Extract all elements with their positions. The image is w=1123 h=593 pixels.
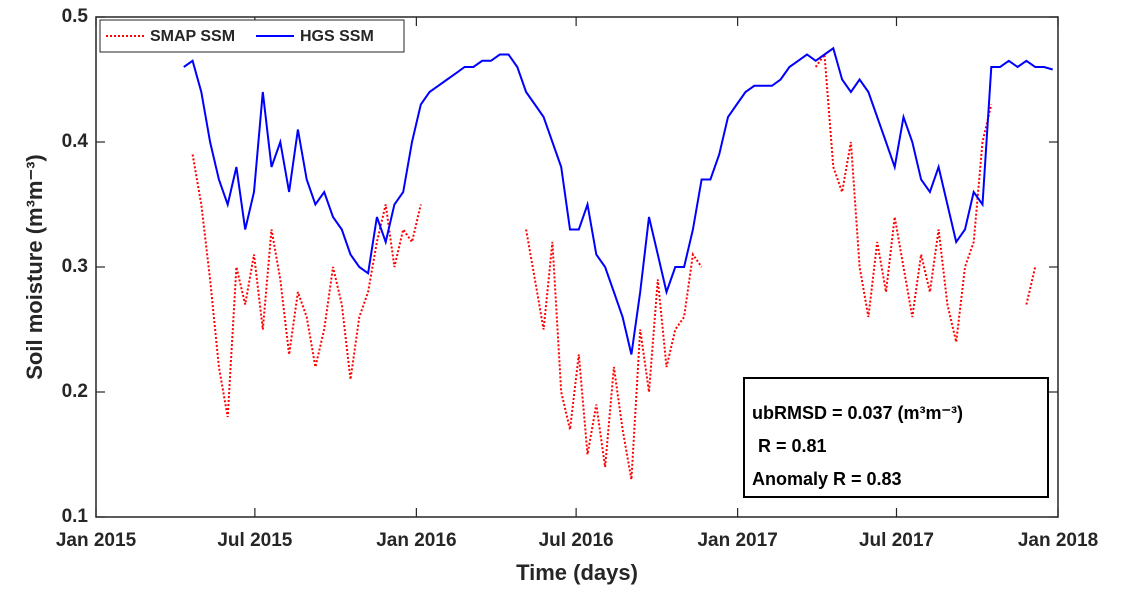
y-tick-label: 0.2: [62, 381, 88, 402]
x-tick-label: Jan 2018: [1018, 530, 1098, 551]
annotation-box: [743, 377, 1049, 498]
x-tick-label: Jan 2015: [56, 530, 137, 551]
legend-label: SMAP SSM: [150, 28, 235, 45]
y-tick-label: 0.3: [62, 256, 88, 277]
annotation: ubRMSD = 0.037 (m³m⁻³): [752, 403, 963, 423]
y-axis-title: Soil moisture (m³m⁻³): [22, 154, 47, 380]
annotation: R = 0.81: [758, 436, 827, 456]
x-tick-label: Jul 2016: [539, 530, 614, 551]
x-tick-label: Jul 2017: [859, 530, 934, 551]
x-tick-label: Jul 2015: [217, 530, 292, 551]
y-tick-label: 0.4: [62, 131, 89, 152]
data-line: [183, 46, 1053, 355]
legend-label: HGS SSM: [300, 28, 374, 45]
annotation: Anomaly R = 0.83: [752, 469, 902, 489]
data-line: [191, 51, 1037, 480]
legend-box: [99, 19, 405, 53]
y-tick-label: 0.5: [62, 6, 89, 27]
x-tick-label: Jan 2016: [376, 530, 456, 551]
x-tick-label: Jan 2017: [697, 530, 777, 551]
y-tick-label: 0.1: [62, 506, 89, 527]
x-axis-title: Time (days): [516, 560, 638, 585]
